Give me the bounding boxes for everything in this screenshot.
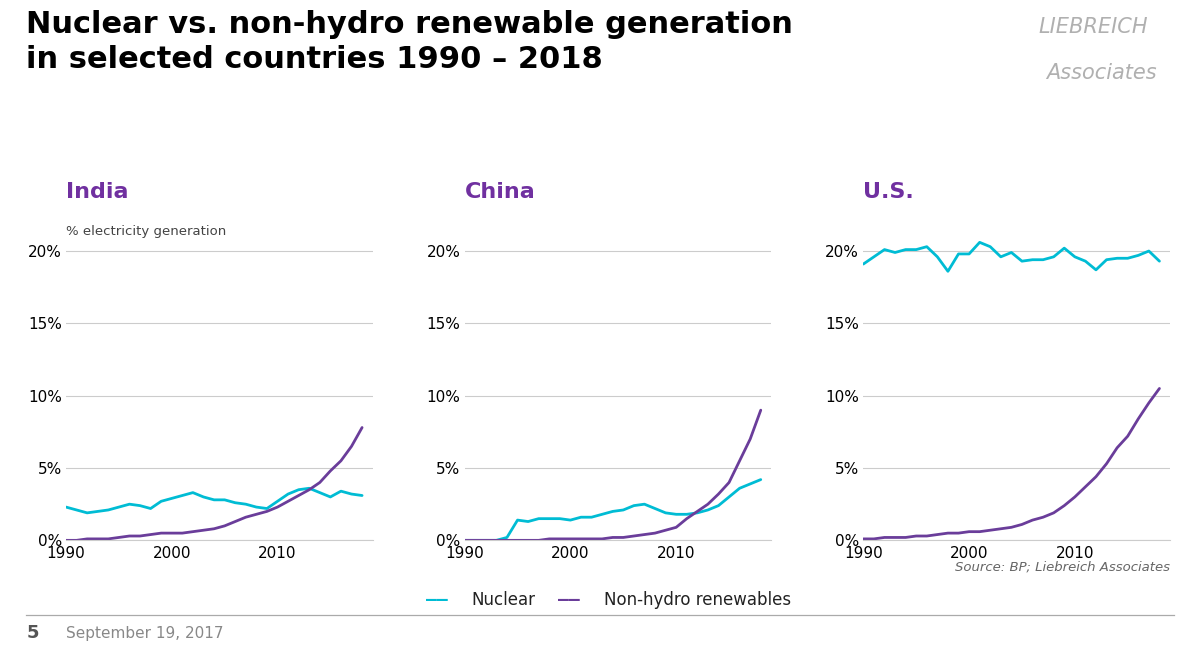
Text: Associates: Associates [1046, 63, 1157, 83]
Text: Non-hydro renewables: Non-hydro renewables [604, 591, 791, 609]
Text: Nuclear vs. non-hydro renewable generation
in selected countries 1990 – 2018: Nuclear vs. non-hydro renewable generati… [26, 10, 793, 74]
Text: ——: —— [558, 591, 580, 609]
Text: % electricity generation: % electricity generation [66, 225, 227, 239]
Text: LIEBREICH: LIEBREICH [1038, 17, 1147, 36]
Text: Nuclear: Nuclear [472, 591, 535, 609]
Text: India: India [66, 182, 128, 202]
Text: September 19, 2017: September 19, 2017 [66, 626, 223, 640]
Text: ——: —— [426, 591, 448, 609]
Text: China: China [464, 182, 535, 202]
Text: U.S.: U.S. [863, 182, 914, 202]
Text: Source: BP; Liebreich Associates: Source: BP; Liebreich Associates [955, 560, 1170, 573]
Text: 5: 5 [26, 624, 38, 642]
